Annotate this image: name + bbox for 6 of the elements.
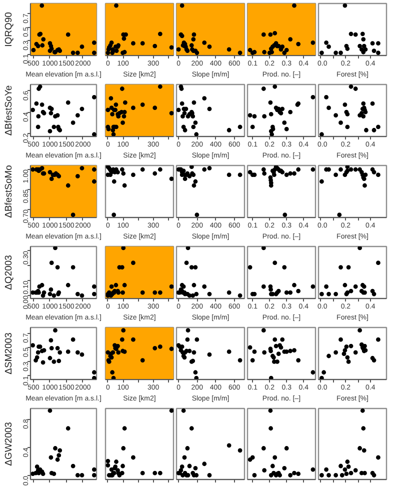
y-axis-title: ΔBfestSoMo [4, 165, 14, 218]
y-axis-title: IQRQ90 [4, 12, 14, 47]
y-axis-title: ΔSM2003 [4, 332, 14, 374]
y-axis-title: ΔGW2003 [4, 422, 14, 466]
y-axis-title: ΔQ2003 [4, 255, 14, 290]
y-axis-title: ΔBfestSoYe [4, 85, 14, 136]
